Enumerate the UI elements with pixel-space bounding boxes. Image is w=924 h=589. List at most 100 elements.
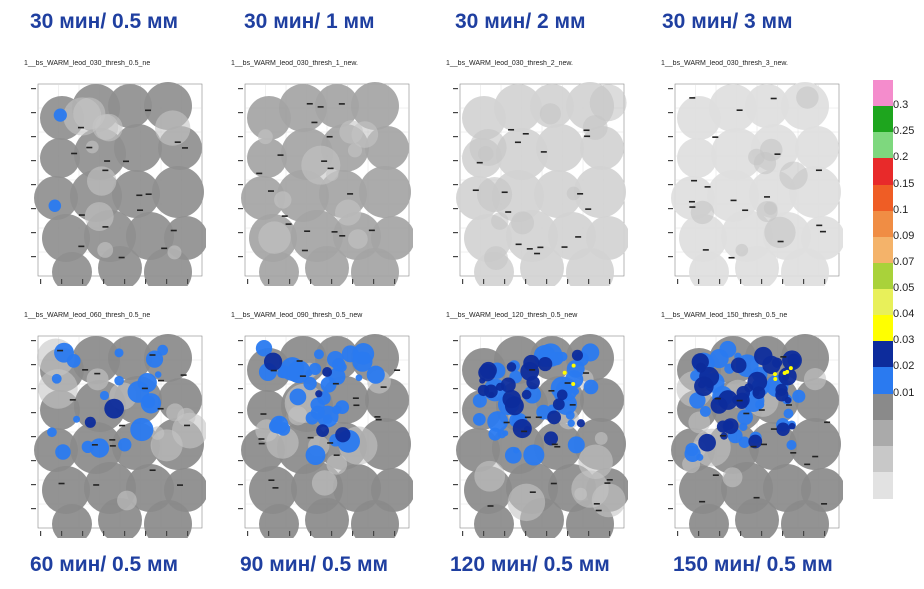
- light-patch: [154, 110, 191, 146]
- precip-patch-0.05: [335, 427, 351, 443]
- axis-tick: [719, 531, 721, 536]
- coverage-area: [795, 378, 839, 422]
- light-patch: [796, 86, 819, 109]
- axis-tick: [31, 340, 36, 342]
- coverage-area: [763, 464, 811, 512]
- coverage-area: [520, 246, 564, 286]
- axis-tick: [609, 531, 611, 536]
- axis-tick: [761, 279, 763, 284]
- coverage-area: [781, 248, 829, 286]
- coverage-area: [351, 500, 399, 538]
- precip-patch-0.04: [99, 390, 110, 401]
- station-label-mark: [719, 434, 726, 437]
- coverage-area: [108, 336, 152, 380]
- station-label-mark: [728, 256, 735, 259]
- station-label-mark: [149, 354, 156, 356]
- station-label-mark: [522, 132, 529, 135]
- station-label-mark: [118, 256, 125, 259]
- station-label-mark: [702, 249, 709, 251]
- light-patch: [511, 211, 535, 235]
- coverage-area: [279, 84, 327, 132]
- station-label-mark: [347, 193, 354, 195]
- station-label-mark: [595, 509, 602, 512]
- axis-tick: [462, 531, 464, 536]
- axis-tick: [238, 136, 243, 138]
- station-label-mark: [515, 243, 522, 246]
- coverage-area: [709, 84, 757, 132]
- light-patch: [779, 161, 808, 190]
- precip-patch-0.05: [730, 357, 747, 374]
- station-label-mark: [258, 438, 265, 440]
- axis-tick: [668, 388, 673, 390]
- axis-tick: [238, 88, 243, 90]
- map-title: 1__bs_WARM_leod_150_thresh_0.5_ne: [661, 312, 788, 319]
- station-label-mark: [476, 161, 483, 164]
- station-label-mark: [145, 193, 152, 195]
- precip-patch-0.04: [792, 389, 806, 403]
- color-swatch: [873, 471, 893, 499]
- light-patch: [86, 166, 117, 196]
- station-label-mark: [551, 443, 558, 446]
- station-label-mark: [786, 404, 793, 406]
- station-label-mark: [758, 409, 765, 411]
- axis-tick: [31, 436, 36, 438]
- station-label-mark: [304, 230, 311, 232]
- axis-tick: [31, 136, 36, 138]
- light-patch: [348, 229, 368, 249]
- axis-tick: [331, 279, 333, 284]
- color-scale-tick-label: 0.05: [893, 282, 915, 294]
- axis-tick: [504, 279, 506, 284]
- station-label-mark: [78, 214, 85, 216]
- coverage-area: [474, 504, 514, 538]
- coverage-area: [351, 82, 399, 130]
- station-label-mark: [524, 416, 531, 419]
- precip-patch-0.05: [543, 431, 559, 446]
- light-patch: [491, 212, 509, 230]
- axis-tick: [453, 112, 458, 114]
- axis-tick: [31, 460, 36, 462]
- axis-tick: [124, 531, 126, 536]
- axis-tick: [31, 364, 36, 366]
- precip-patch-0.05: [694, 376, 714, 397]
- station-label-mark: [689, 206, 696, 208]
- precip-patch-0.04: [154, 371, 162, 378]
- precip-patch-0.04: [47, 427, 57, 438]
- axis-tick: [453, 256, 458, 258]
- axis-tick: [668, 436, 673, 438]
- precip-patch-0.04: [322, 414, 333, 424]
- light-patch: [591, 483, 626, 518]
- axis-tick: [453, 340, 458, 342]
- station-label-mark: [821, 503, 828, 505]
- axis-tick: [668, 232, 673, 234]
- axis-tick: [166, 279, 168, 284]
- station-label-mark: [394, 369, 401, 371]
- precip-patch-0.05: [576, 419, 585, 428]
- precip-patch-0.04: [157, 344, 169, 356]
- axis-tick: [761, 531, 763, 536]
- precip-patch-0.05: [776, 422, 790, 437]
- precip-patch-0.04: [337, 362, 347, 372]
- precip-patch-0.04: [738, 436, 751, 448]
- precip-patch-0.04: [51, 373, 62, 384]
- station-label-mark: [689, 97, 696, 99]
- station-label-mark: [548, 389, 555, 392]
- axis-tick: [677, 531, 679, 536]
- light-patch: [301, 145, 341, 185]
- axis-tick: [546, 531, 548, 536]
- coverage-area: [305, 498, 349, 538]
- precip-patch-0.07: [773, 377, 778, 382]
- station-label-mark: [804, 463, 811, 466]
- light-patch: [759, 138, 783, 162]
- axis-tick: [82, 531, 84, 536]
- precip-patch-0.04: [303, 376, 317, 391]
- coverage-area: [52, 504, 92, 538]
- station-label-mark: [69, 399, 76, 401]
- axis-tick: [525, 279, 527, 284]
- coverage-area: [795, 126, 839, 170]
- axis-tick: [668, 256, 673, 258]
- precip-patch-0.05: [782, 373, 790, 381]
- axis-tick: [31, 208, 36, 210]
- station-label-mark: [374, 416, 381, 418]
- caption-bottom-4: 150 мин/ 0.5 мм: [673, 553, 833, 576]
- precip-patch-0.04: [567, 436, 585, 454]
